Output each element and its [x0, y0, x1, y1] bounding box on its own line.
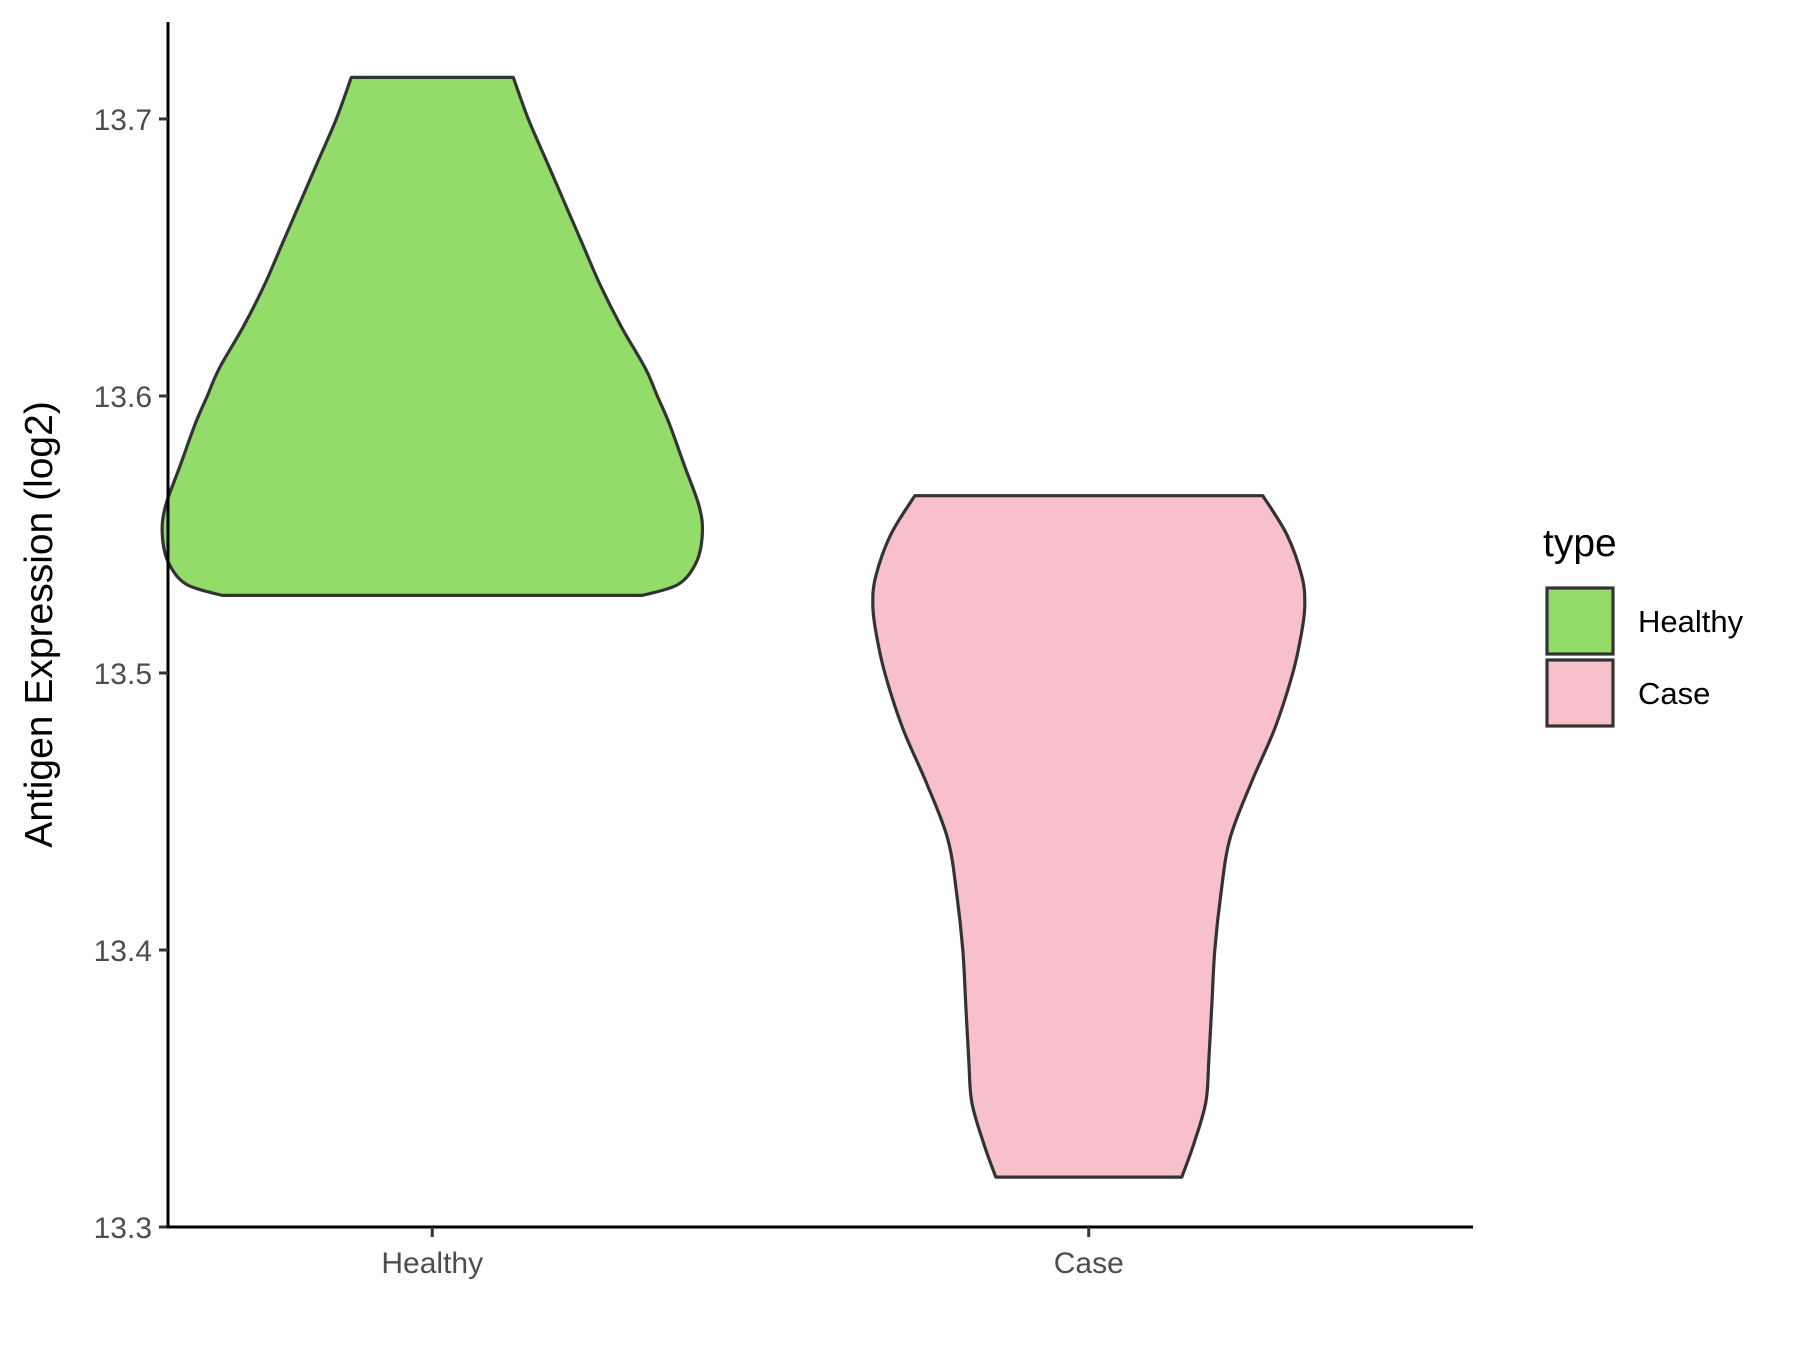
- legend-label-healthy: Healthy: [1638, 604, 1744, 639]
- legend-key-healthy: [1545, 586, 1615, 656]
- x-tick-label: Healthy: [381, 1247, 483, 1280]
- legend-key-case: [1545, 658, 1615, 728]
- violin-case: [871, 494, 1307, 1179]
- violins-layer: [160, 75, 1307, 1179]
- legend-label-case: Case: [1638, 676, 1710, 711]
- y-axis-title: Antigen Expression (log2): [18, 401, 61, 848]
- y-tick-label: 13.3: [94, 1212, 152, 1245]
- legend-title: type: [1543, 522, 1617, 565]
- y-tick-label: 13.7: [94, 104, 152, 137]
- y-tick-label: 13.4: [94, 935, 152, 968]
- y-axis: 13.3 13.4 13.5 13.6 13.7: [94, 22, 170, 1245]
- x-axis: Healthy Case: [166, 1225, 1473, 1280]
- violin-healthy: [160, 75, 705, 597]
- y-tick-label: 13.6: [94, 381, 152, 414]
- x-tick-label: Case: [1054, 1247, 1124, 1280]
- legend: type Healthy Case: [1543, 522, 1744, 728]
- y-tick-label: 13.5: [94, 658, 152, 691]
